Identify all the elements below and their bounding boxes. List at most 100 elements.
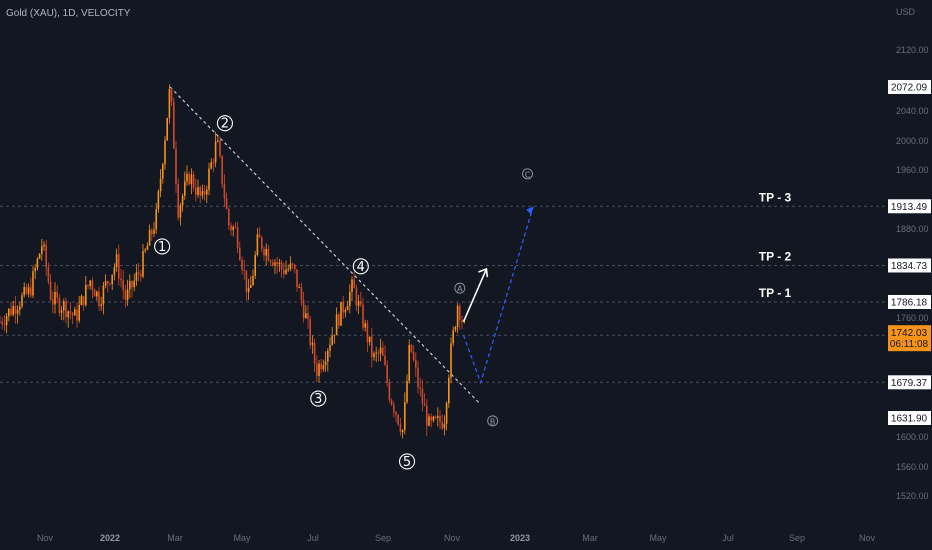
candle-body [252,275,254,286]
price-tag-value: 1834.73 [891,261,928,272]
candle-body [148,229,151,246]
x-tick-label: May [649,533,667,543]
wave-circle [398,453,416,470]
candle-body [1,321,3,325]
candle-body [426,405,428,426]
candle-body [366,323,369,343]
candle-body [258,234,261,238]
candle-body [131,281,133,288]
y-tick-label: 2120.00 [896,45,929,55]
y-tick-label: 1560.00 [896,462,929,472]
candle-body [56,291,58,298]
candle-body [69,311,72,314]
candle-body [230,225,232,231]
candle-body [232,227,234,231]
wave-label: 3 [314,392,322,407]
descending-trendline [169,86,482,405]
candle-body [67,311,69,318]
candle-body [373,353,375,358]
x-tick-label: Jul [722,533,734,543]
candle-body [71,313,74,316]
candle-body [250,285,252,288]
candle-body [146,245,149,250]
candle-body [399,424,402,432]
price-tag-value: 1913.49 [891,202,928,213]
candle-body [346,305,349,311]
x-tick-label: Mar [582,533,598,543]
candle-body [82,296,85,306]
price-tag: 2072.09 [888,80,931,94]
candle-body [450,343,452,378]
candle-body [104,281,107,286]
candle-body [129,281,131,290]
x-tick-label: Jul [307,533,319,543]
wave-circle [352,258,369,275]
candle-body [351,279,353,292]
candle-body [206,189,208,195]
candle-body [437,415,439,418]
candle-body [89,280,91,287]
candle-body [192,174,195,188]
candle-body [170,89,173,102]
candle-body [280,262,283,270]
candle-body [188,173,190,185]
candle-body [390,400,393,405]
candle-body [203,191,206,195]
candle-body [153,229,155,234]
candle-body [415,359,417,368]
candle-body [111,274,113,284]
candle-body [63,301,65,311]
candle-body [256,234,259,256]
candle-body [272,262,274,266]
candle-body [113,267,116,275]
currency-label: USD [896,7,916,17]
candle-body [3,324,6,326]
corrective-wave-circle [522,168,533,180]
price-tag-value: 2072.09 [891,83,928,94]
candle-body [412,352,415,360]
candle-body [30,287,32,296]
price-tag: 1913.49 [888,199,931,214]
candle-body [263,248,265,256]
candle-body [430,416,432,421]
candle-body [93,290,96,297]
candle-body [87,284,89,287]
candle-body [19,306,21,310]
candle-body [214,141,217,163]
corrective-wave-label: A [457,285,463,294]
candle-body [353,279,355,288]
up-arrow-line [462,268,488,322]
candle-body [329,344,331,351]
candle-body [406,380,408,403]
candle-body [384,355,386,366]
candle-body [439,415,441,423]
candle-body [456,305,459,327]
candle-body [5,316,8,326]
candle-body [212,162,215,164]
candle-body [78,305,80,321]
candles [0,84,465,439]
candle-body [333,334,336,336]
candle-body [428,416,430,426]
price-tag-box [888,375,931,390]
price-tag: 1631.90 [888,411,931,425]
candle-body [241,259,243,270]
candle-body [452,330,454,344]
y-tick-label: 1960.00 [896,165,929,175]
candle-body [45,244,47,268]
candle-body [177,183,179,218]
candle-body [327,350,329,362]
candle-body [144,249,146,252]
candle-body [102,285,105,305]
candle-body [401,430,404,432]
candle-body [58,297,61,313]
candle-body [142,251,144,277]
candle-body [338,314,340,326]
candle-body [382,347,384,356]
candle-body [199,187,201,196]
tp-label: TP - 2 [759,249,792,263]
y-tick-label: 2000.00 [896,136,929,146]
candle-body [14,306,17,314]
candle-body [133,280,135,288]
